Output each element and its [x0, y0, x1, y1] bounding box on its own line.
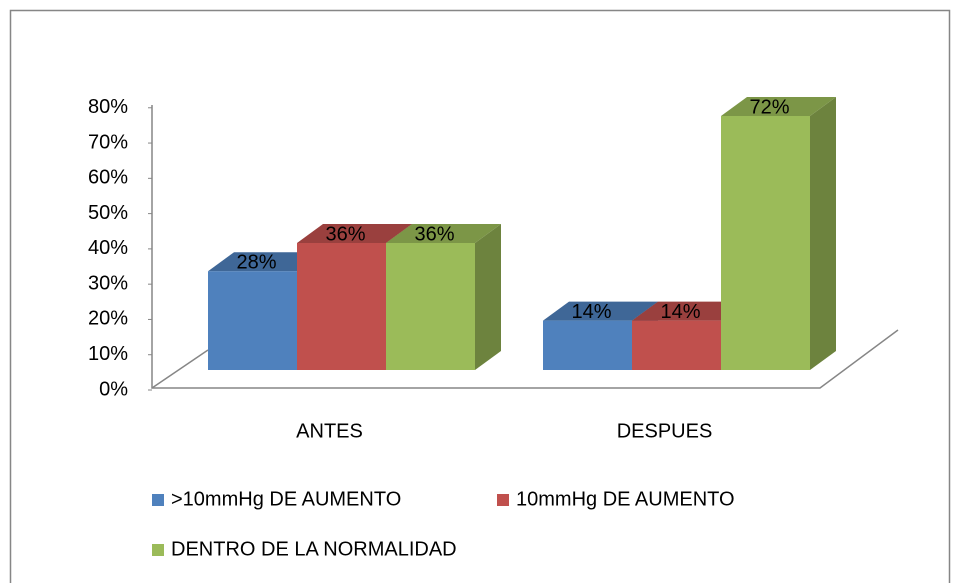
y-tick-label: 10%: [88, 343, 128, 365]
x-tick-label: ANTES: [296, 420, 363, 442]
bar-top: [543, 301, 658, 321]
bar-top: [297, 224, 412, 243]
y-tick-label: 20%: [88, 308, 128, 330]
axis: [151, 105, 899, 389]
x-tick-label: DESPUES: [617, 420, 713, 442]
bar: [208, 271, 297, 370]
data-label: 14%: [571, 301, 611, 323]
bar-top: [632, 301, 747, 321]
legend-label: DENTRO DE LA NORMALIDAD: [171, 538, 457, 560]
legend-swatch: [152, 494, 164, 506]
y-tick-label: 0%: [99, 378, 128, 400]
y-tick-label: 80%: [88, 96, 128, 118]
bar-top: [208, 252, 323, 272]
bar: [386, 243, 475, 370]
bar-side: [475, 224, 501, 370]
legend-swatch: [497, 494, 509, 506]
y-tick-label: 60%: [88, 167, 128, 189]
bar: [543, 320, 632, 370]
bar-side: [810, 97, 836, 370]
data-label: 36%: [414, 223, 454, 245]
legend-label: 10mmHg DE AUMENTO: [516, 488, 735, 510]
y-tick-label: 30%: [88, 272, 128, 294]
bar-top: [386, 224, 501, 243]
data-label: 28%: [236, 252, 276, 274]
floor-edge: [151, 349, 209, 389]
y-tick-label: 40%: [88, 237, 128, 259]
y-tick-label: 50%: [88, 202, 128, 224]
bar: [632, 320, 721, 370]
bar: [297, 243, 386, 370]
legend-label: >10mmHg DE AUMENTO: [171, 488, 401, 510]
legend-swatch: [152, 544, 164, 556]
bar-top: [721, 97, 836, 116]
data-label: 14%: [660, 301, 700, 323]
data-label: 36%: [325, 223, 365, 245]
bar: [721, 116, 810, 370]
data-label: 72%: [749, 96, 789, 118]
y-tick-label: 70%: [88, 131, 128, 153]
